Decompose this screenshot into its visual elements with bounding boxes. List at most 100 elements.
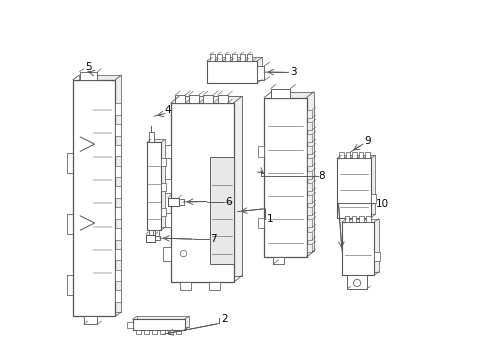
Bar [306, 122, 312, 130]
Bar [366, 216, 370, 222]
Bar [306, 171, 312, 179]
Bar [171, 103, 233, 282]
Bar [341, 222, 373, 275]
Bar [273, 257, 284, 264]
Bar [137, 316, 188, 327]
Bar [147, 142, 161, 230]
Bar [206, 61, 257, 83]
Text: 7: 7 [210, 234, 217, 244]
Bar [306, 207, 312, 215]
Bar [132, 319, 184, 330]
Bar [148, 230, 153, 237]
Text: 2: 2 [221, 314, 227, 324]
Bar [155, 230, 159, 237]
Bar [209, 54, 214, 61]
Bar [115, 124, 121, 135]
Bar [79, 75, 121, 312]
Text: 10: 10 [375, 199, 388, 209]
Bar [217, 95, 227, 103]
Bar [163, 145, 171, 158]
Bar [115, 207, 121, 219]
Bar [336, 158, 370, 218]
Bar [115, 166, 121, 177]
Text: 4: 4 [164, 105, 171, 115]
Bar [208, 282, 220, 290]
Bar [364, 152, 369, 158]
Bar [239, 54, 244, 61]
Bar [115, 103, 121, 115]
Bar [203, 95, 213, 103]
Bar [115, 249, 121, 260]
Bar [127, 322, 132, 328]
Text: 9: 9 [364, 136, 370, 145]
Bar [306, 220, 312, 227]
Bar [150, 139, 164, 227]
Bar [271, 92, 313, 251]
Bar [115, 270, 121, 281]
Bar [257, 146, 264, 157]
Bar [306, 183, 312, 191]
Bar [346, 275, 366, 289]
Text: 3: 3 [289, 67, 296, 77]
Bar [306, 146, 312, 154]
Bar [358, 216, 363, 222]
Bar [210, 157, 233, 264]
Bar [344, 216, 348, 222]
Bar [306, 134, 312, 142]
Bar [163, 247, 171, 261]
Bar [306, 110, 312, 118]
Bar [345, 152, 349, 158]
Bar [161, 183, 165, 191]
Bar [155, 236, 160, 240]
Bar [144, 330, 149, 334]
Bar [160, 330, 164, 334]
Bar [115, 145, 121, 156]
Bar [178, 199, 183, 205]
Bar [179, 96, 241, 276]
Bar [358, 152, 363, 158]
Bar [163, 213, 171, 226]
Bar [188, 95, 199, 103]
Text: 8: 8 [318, 171, 325, 181]
Bar [161, 208, 165, 216]
Text: 5: 5 [85, 62, 91, 72]
Bar [217, 54, 222, 61]
Bar [373, 252, 379, 261]
Bar [152, 330, 157, 334]
Circle shape [353, 279, 360, 287]
Bar [148, 132, 154, 142]
Bar [351, 216, 356, 222]
Circle shape [180, 250, 186, 257]
Bar [175, 95, 185, 103]
Bar [167, 198, 178, 206]
Bar [306, 244, 312, 252]
Bar [115, 228, 121, 239]
Bar [163, 179, 171, 193]
Bar [341, 155, 375, 215]
Bar [306, 231, 312, 239]
Bar [270, 89, 290, 98]
Bar [224, 54, 229, 61]
Bar [339, 152, 343, 158]
Bar [115, 186, 121, 198]
Bar [136, 330, 141, 334]
Bar [257, 218, 264, 228]
Bar [180, 282, 191, 290]
Bar [264, 98, 306, 257]
Bar [161, 158, 165, 166]
Bar [167, 330, 172, 334]
Bar [80, 72, 97, 80]
Bar [247, 54, 252, 61]
Bar [145, 234, 155, 242]
Bar [306, 195, 312, 203]
Bar [351, 152, 356, 158]
Bar [346, 219, 378, 272]
Bar [257, 66, 264, 80]
Bar [370, 194, 376, 203]
Bar [306, 158, 312, 166]
Bar [212, 57, 262, 80]
Text: 6: 6 [224, 197, 231, 207]
Bar [115, 291, 121, 302]
Bar [73, 80, 115, 316]
Bar [83, 316, 97, 324]
